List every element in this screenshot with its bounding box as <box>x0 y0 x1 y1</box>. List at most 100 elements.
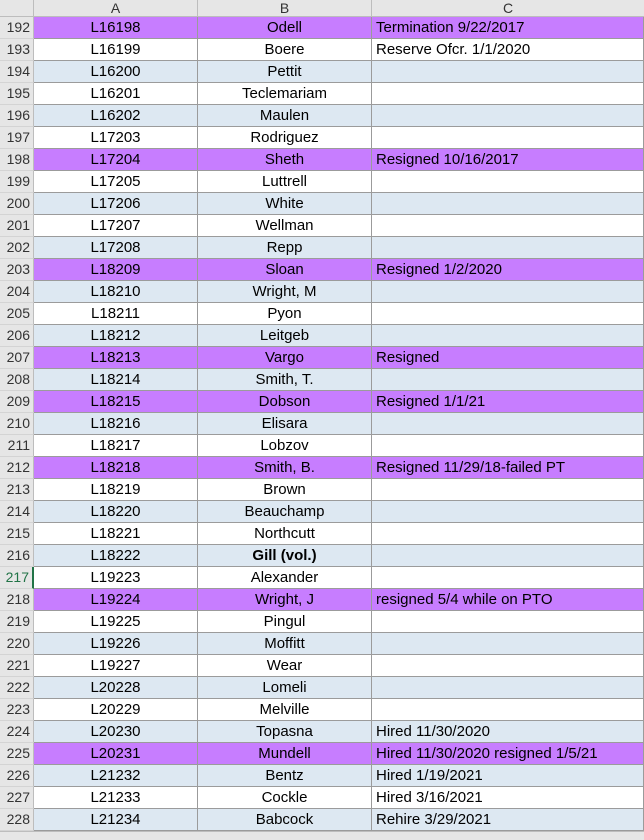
cell-b[interactable]: Alexander <box>198 567 372 589</box>
cell-c[interactable]: Reserve Ofcr. 1/1/2020 <box>372 39 644 61</box>
row-header[interactable]: 227 <box>0 787 34 809</box>
cell-c[interactable]: Hired 11/30/2020 <box>372 721 644 743</box>
cell-b[interactable]: Melville <box>198 699 372 721</box>
cell-b[interactable]: Repp <box>198 237 372 259</box>
cell-b[interactable]: Dobson <box>198 391 372 413</box>
cell-c[interactable]: Resigned 1/2/2020 <box>372 259 644 281</box>
row-header[interactable]: 193 <box>0 39 34 61</box>
row-header[interactable]: 223 <box>0 699 34 721</box>
row-header[interactable]: 215 <box>0 523 34 545</box>
cell-b[interactable]: Sheth <box>198 149 372 171</box>
cell-c[interactable]: Resigned 10/16/2017 <box>372 149 644 171</box>
cell-a[interactable]: L18222 <box>34 545 198 567</box>
cell-b[interactable]: Wear <box>198 655 372 677</box>
row-header[interactable]: 213 <box>0 479 34 501</box>
select-all-corner[interactable] <box>0 0 34 16</box>
cell-a[interactable]: L21232 <box>34 765 198 787</box>
row-header[interactable]: 216 <box>0 545 34 567</box>
cell-b[interactable]: Pingul <box>198 611 372 633</box>
cell-a[interactable]: L17207 <box>34 215 198 237</box>
cell-c[interactable]: Rehire 3/29/2021 <box>372 809 644 831</box>
cell-a[interactable]: L18209 <box>34 259 198 281</box>
cell-b[interactable]: Babcock <box>198 809 372 831</box>
cell-a[interactable]: L19224 <box>34 589 198 611</box>
row-header[interactable]: 214 <box>0 501 34 523</box>
cell-b[interactable]: Sloan <box>198 259 372 281</box>
cell-b[interactable]: Wright, M <box>198 281 372 303</box>
cell-b[interactable]: Luttrell <box>198 171 372 193</box>
row-header[interactable]: 201 <box>0 215 34 237</box>
cell-c[interactable]: Hired 3/16/2021 <box>372 787 644 809</box>
cell-b[interactable]: Lobzov <box>198 435 372 457</box>
cell-a[interactable]: L20228 <box>34 677 198 699</box>
cell-a[interactable]: L16200 <box>34 61 198 83</box>
cell-b[interactable]: Brown <box>198 479 372 501</box>
cell-c[interactable] <box>372 193 644 215</box>
cell-b[interactable]: Maulen <box>198 105 372 127</box>
row-header[interactable]: 226 <box>0 765 34 787</box>
cell-c[interactable] <box>372 655 644 677</box>
column-header-a[interactable]: A <box>34 0 198 16</box>
row-header[interactable]: 208 <box>0 369 34 391</box>
row-header[interactable]: 204 <box>0 281 34 303</box>
cell-b[interactable]: Pyon <box>198 303 372 325</box>
row-header[interactable]: 202 <box>0 237 34 259</box>
cell-b[interactable]: Bentz <box>198 765 372 787</box>
cell-b[interactable]: Beauchamp <box>198 501 372 523</box>
cell-a[interactable]: L17205 <box>34 171 198 193</box>
row-header[interactable]: 210 <box>0 413 34 435</box>
cell-a[interactable]: L18215 <box>34 391 198 413</box>
cell-c[interactable]: Resigned 1/1/21 <box>372 391 644 413</box>
cell-c[interactable] <box>372 237 644 259</box>
cell-c[interactable] <box>372 171 644 193</box>
cell-a[interactable]: L21233 <box>34 787 198 809</box>
row-header[interactable]: 196 <box>0 105 34 127</box>
cell-a[interactable]: L18213 <box>34 347 198 369</box>
cell-c[interactable] <box>372 435 644 457</box>
row-header[interactable]: 219 <box>0 611 34 633</box>
cell-b[interactable]: Leitgeb <box>198 325 372 347</box>
row-header[interactable]: 192 <box>0 17 34 39</box>
cell-c[interactable]: resigned 5/4 while on PTO <box>372 589 644 611</box>
cell-b[interactable]: Gill (vol.) <box>198 545 372 567</box>
cell-a[interactable]: L20229 <box>34 699 198 721</box>
row-header[interactable]: 228 <box>0 809 34 831</box>
column-header-b[interactable]: B <box>198 0 372 16</box>
cell-c[interactable] <box>372 215 644 237</box>
cell-b[interactable]: Wellman <box>198 215 372 237</box>
cell-a[interactable]: L18218 <box>34 457 198 479</box>
cell-c[interactable] <box>372 127 644 149</box>
cell-a[interactable]: L19223 <box>34 567 198 589</box>
cell-b[interactable]: Rodriguez <box>198 127 372 149</box>
cell-b[interactable]: Pettit <box>198 61 372 83</box>
cell-a[interactable]: L18217 <box>34 435 198 457</box>
row-header[interactable]: 194 <box>0 61 34 83</box>
row-header[interactable]: 206 <box>0 325 34 347</box>
cell-a[interactable]: L17208 <box>34 237 198 259</box>
cell-a[interactable]: L17206 <box>34 193 198 215</box>
row-header[interactable]: 203 <box>0 259 34 281</box>
cell-a[interactable]: L18221 <box>34 523 198 545</box>
row-header[interactable]: 205 <box>0 303 34 325</box>
cell-b[interactable]: Odell <box>198 17 372 39</box>
cell-c[interactable] <box>372 523 644 545</box>
cell-c[interactable] <box>372 699 644 721</box>
cell-c[interactable] <box>372 479 644 501</box>
row-header[interactable]: 195 <box>0 83 34 105</box>
row-header[interactable]: 211 <box>0 435 34 457</box>
cell-c[interactable] <box>372 105 644 127</box>
cell-b[interactable]: Northcutt <box>198 523 372 545</box>
row-header[interactable]: 217 <box>0 567 34 589</box>
cell-c[interactable]: Hired 11/30/2020 resigned 1/5/21 <box>372 743 644 765</box>
cell-a[interactable]: L19227 <box>34 655 198 677</box>
column-header-c[interactable]: C <box>502 0 514 16</box>
cell-a[interactable]: L18216 <box>34 413 198 435</box>
cell-c[interactable]: Resigned 11/29/18-failed PT <box>372 457 644 479</box>
cell-a[interactable]: L16199 <box>34 39 198 61</box>
cell-c[interactable] <box>372 633 644 655</box>
cell-c[interactable]: Termination 9/22/2017 <box>372 17 644 39</box>
row-header[interactable]: 200 <box>0 193 34 215</box>
cell-c[interactable] <box>372 611 644 633</box>
cell-c[interactable]: Hired 1/19/2021 <box>372 765 644 787</box>
cell-c[interactable] <box>372 303 644 325</box>
